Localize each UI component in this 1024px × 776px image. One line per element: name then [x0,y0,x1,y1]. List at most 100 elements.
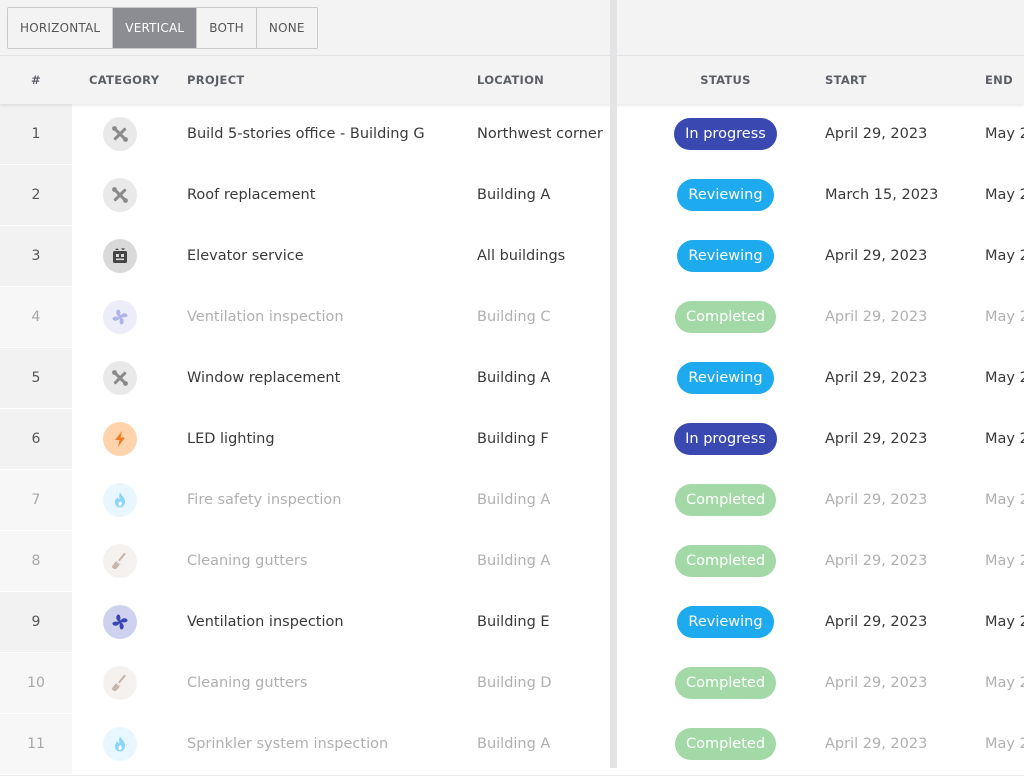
row-number-cell [0,531,72,591]
row-number-cell [0,165,72,225]
status-cell: In progress [617,409,834,469]
row-number-cell [0,104,72,164]
status-cell: Reviewing [617,226,834,286]
table-row[interactable]: 11 Sprinkler system inspection Building A C… [0,714,1024,776]
gridlines-option-none[interactable]: NONE [256,8,317,48]
status-badge: Reviewing [677,606,774,638]
row-number: 4 [31,309,41,325]
row-number: 9 [31,614,41,630]
pane-splitter[interactable] [610,0,617,768]
start-date: April 29, 2023 [825,736,928,752]
status-cell: Completed [617,714,834,774]
col-header-start[interactable]: START [825,73,867,87]
end-date: May 2 [985,736,1024,752]
fire-icon [103,727,137,761]
start-date: April 29, 2023 [825,248,928,264]
status-badge: Completed [674,545,777,577]
location: Building A [477,187,551,203]
location: Building A [477,492,551,508]
table-row[interactable]: 9 Ventilation inspection Building E Reviewi… [0,592,1024,654]
col-header-project[interactable]: PROJECT [187,73,245,87]
row-number: 10 [27,675,45,691]
col-header-status[interactable]: STATUS [700,73,751,87]
status-badge: Completed [674,728,777,760]
project-name: Ventilation inspection [187,309,344,325]
location: Building E [477,614,550,630]
status-cell: Completed [617,531,834,591]
fan-icon [103,605,137,639]
table-row[interactable]: 2 Roof replacement Building A Reviewing Marc… [0,165,1024,227]
status-badge: Reviewing [677,179,774,211]
row-number-cell [0,226,72,286]
end-date: May 2 [985,370,1024,386]
status-cell: Reviewing [617,165,834,225]
col-header-category[interactable]: CATEGORY [89,73,160,87]
start-date: April 29, 2023 [825,370,928,386]
table-row[interactable]: 3 Elevator service All buildings Reviewing A… [0,226,1024,288]
row-number: 2 [31,187,41,203]
gridlines-option-both[interactable]: BOTH [197,8,257,48]
tools-icon [103,178,137,212]
start-date: April 29, 2023 [825,309,928,325]
elevator-icon [103,239,137,273]
table-row[interactable]: 10 Cleaning gutters Building D Completed Apr… [0,653,1024,715]
project-name: Sprinkler system inspection [187,736,389,752]
row-number: 8 [31,553,41,569]
start-date: April 29, 2023 [825,553,928,569]
gridlines-toolbar: HORIZONTAL VERTICAL BOTH NONE [0,0,610,55]
broom-icon [103,666,137,700]
end-date: May 2 [985,248,1024,264]
status-cell: Completed [617,653,834,713]
project-name: Cleaning gutters [187,675,308,691]
row-number: 1 [31,126,41,142]
project-name: Build 5-stories office - Building G [187,126,425,142]
col-header-location[interactable]: LOCATION [477,73,545,87]
location: Northwest corner [477,126,603,142]
status-cell: Reviewing [617,592,834,652]
end-date: May 2 [985,187,1024,203]
status-badge: Reviewing [677,362,774,394]
location: Building C [477,309,551,325]
location: Building D [477,675,552,691]
location: Building F [477,431,549,447]
table-row[interactable]: 4 Ventilation inspection Building C Complet… [0,287,1024,349]
end-date: May 2 [985,614,1024,630]
project-name: Ventilation inspection [187,614,344,630]
start-date: April 29, 2023 [825,614,928,630]
status-badge: Completed [674,301,777,333]
status-cell: In progress [617,104,834,164]
table-row[interactable]: 6 LED lighting Building F In progress April … [0,409,1024,471]
table-header: # CATEGORY PROJECT LOCATION STATUS START… [0,55,1024,104]
project-name: LED lighting [187,431,275,447]
row-number-cell [0,653,72,713]
end-date: May 2 [985,431,1024,447]
gridlines-option-vertical[interactable]: VERTICAL [113,8,198,48]
project-name: Window replacement [187,370,341,386]
project-name: Fire safety inspection [187,492,342,508]
end-date: May 2 [985,309,1024,325]
row-number: 7 [31,492,41,508]
end-date: May 2 [985,553,1024,569]
table-row[interactable]: 5 Window replacement Building A Reviewing Ap… [0,348,1024,410]
start-date: April 29, 2023 [825,126,928,142]
row-number-cell [0,348,72,408]
project-name: Roof replacement [187,187,316,203]
row-number: 3 [31,248,41,264]
status-badge: Completed [674,667,777,699]
end-date: May 2 [985,492,1024,508]
gridlines-option-horizontal[interactable]: HORIZONTAL [8,8,114,48]
table-row[interactable]: 8 Cleaning gutters Building A Completed Apri… [0,531,1024,593]
status-cell: Reviewing [617,348,834,408]
col-header-num[interactable]: # [31,73,41,87]
row-number-cell [0,470,72,530]
row-number-cell [0,287,72,347]
tools-icon [103,361,137,395]
status-badge: In progress [674,118,777,150]
table-row[interactable]: 1 Build 5-stories office - Building G Nort… [0,104,1024,166]
row-number: 6 [31,431,41,447]
table-row[interactable]: 7 Fire safety inspection Building A Complet… [0,470,1024,532]
status-cell: Completed [617,287,834,347]
fan-icon [103,300,137,334]
lightning-icon [103,422,137,456]
col-header-end[interactable]: END [985,73,1013,87]
